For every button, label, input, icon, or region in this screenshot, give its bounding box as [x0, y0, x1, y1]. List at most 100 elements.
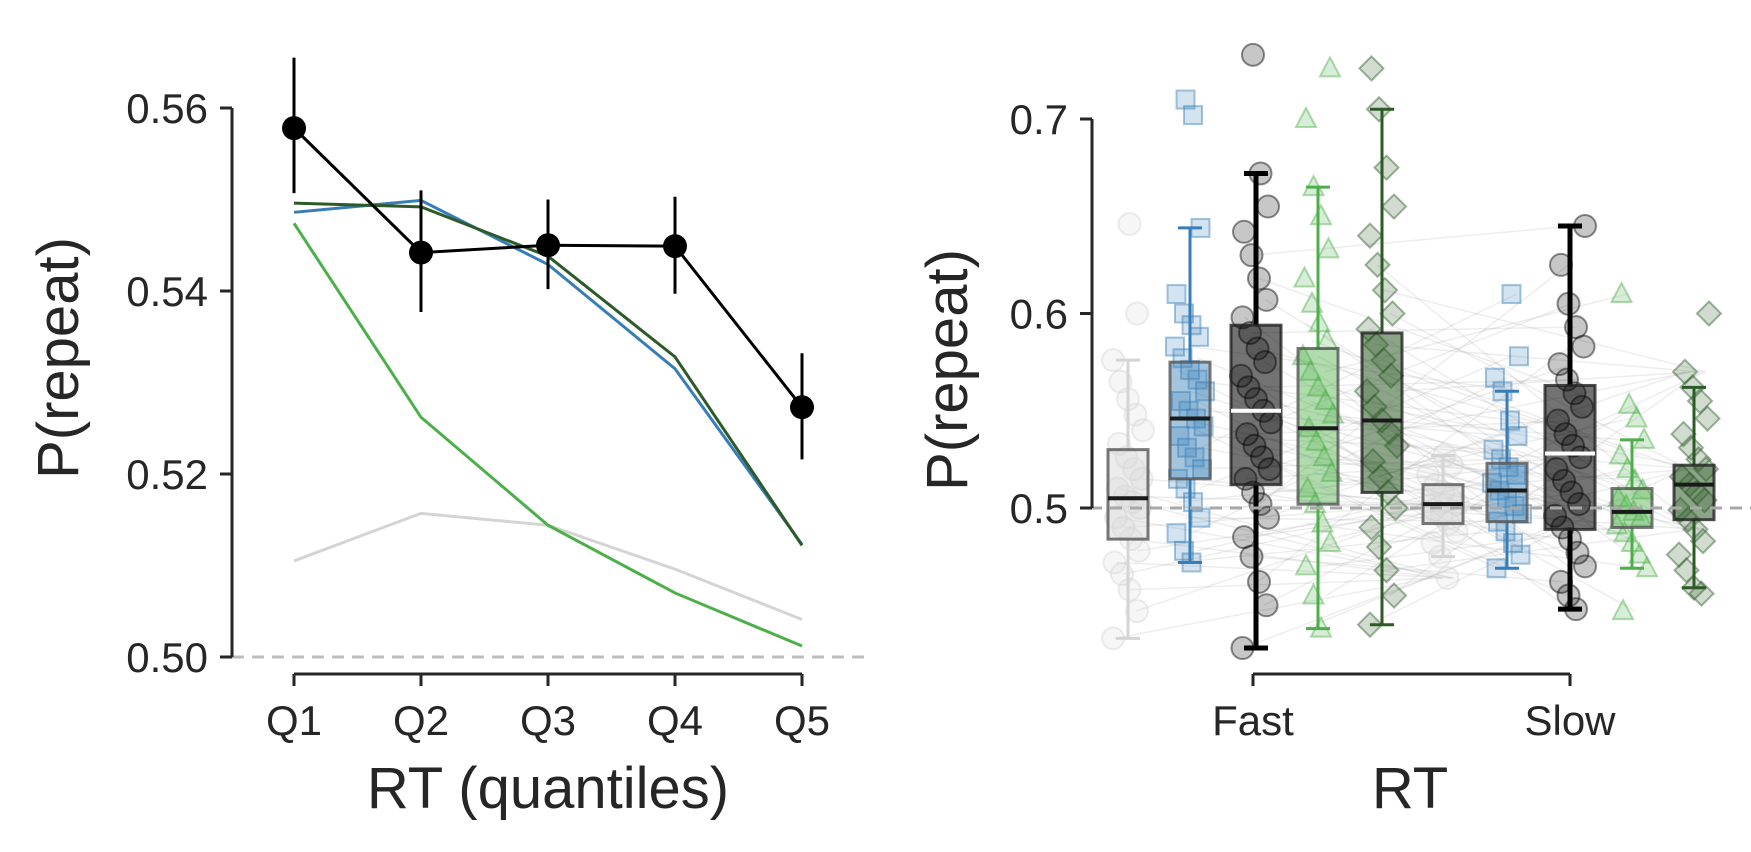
pairing-line	[1252, 225, 1574, 256]
pairing-line	[1263, 445, 1577, 606]
data-point-diamond	[1371, 276, 1399, 304]
data-point-diamond	[1380, 582, 1408, 609]
data-point-square	[1166, 284, 1187, 305]
right-y-axis: 0.5 0.6 0.7	[1010, 96, 1094, 532]
data-point-circle	[1435, 566, 1460, 591]
pairing-line	[1383, 289, 1706, 373]
pairing-line	[1119, 487, 1452, 579]
data-point-triangle	[1318, 55, 1342, 78]
left-y-tick-label: 0.52	[126, 451, 208, 498]
pairing-line	[1260, 456, 1568, 597]
data-point-square	[1504, 496, 1525, 517]
pairing-line	[1135, 503, 1450, 612]
data-point-triangle	[1306, 374, 1330, 397]
pairing-line	[1246, 456, 1580, 480]
left-x-axis-title: RT (quantiles)	[367, 756, 729, 821]
data-point-square	[1175, 89, 1196, 110]
right-x-axis-title: RT	[1372, 756, 1448, 821]
pairing-line	[1249, 378, 1577, 389]
pairing-line	[1129, 577, 1444, 591]
data-point-circle	[1122, 457, 1146, 482]
data-point-circle	[1117, 212, 1142, 237]
data-point-diamond	[1665, 541, 1693, 569]
data-point-square	[1166, 523, 1187, 544]
pairing-line	[1373, 406, 1703, 470]
pairing-line	[1386, 371, 1691, 433]
pairing-line	[1251, 326, 1575, 334]
data-point-triangle	[1318, 529, 1342, 553]
data-point-triangle	[1298, 358, 1323, 381]
data-point-square	[1165, 336, 1185, 357]
pairing-line	[1370, 371, 1706, 529]
data-point-triangle	[1304, 428, 1329, 451]
pairing-line	[1191, 377, 1508, 534]
left-series-line-0	[293, 511, 803, 621]
data-point-circle	[1254, 593, 1279, 618]
data-point-triangle	[1301, 582, 1326, 605]
left-x-tick-label: Q3	[520, 697, 576, 744]
data-point-circle	[1420, 531, 1445, 556]
data-point-circle	[1547, 352, 1572, 377]
pairing-line	[1178, 466, 1519, 503]
pairing-line	[1306, 522, 1644, 570]
data-point-triangle	[1612, 520, 1637, 543]
left-y-axis: 0.50 0.52 0.54 0.56	[126, 85, 234, 681]
pairing-line	[1115, 577, 1432, 640]
data-point-triangle	[1624, 405, 1649, 428]
pairing-line	[1131, 538, 1442, 579]
data-point-circle	[1416, 462, 1440, 487]
pairing-line	[1244, 491, 1582, 538]
right-box-chart: 0.5 0.6 0.7 Fast Slow RT P(repeat)	[915, 42, 1751, 821]
data-point-diamond	[1373, 154, 1400, 182]
pairing-line	[1118, 516, 1453, 579]
data-point-diamond	[1380, 193, 1408, 220]
data-point-square	[1177, 437, 1197, 458]
right-y-tick-label: 0.5	[1010, 485, 1068, 532]
pairing-line	[1116, 561, 1455, 579]
left-data-point	[282, 116, 306, 141]
pairing-line	[1123, 503, 1437, 575]
pairing-line	[1319, 524, 1633, 568]
data-point-circle	[1573, 554, 1597, 579]
data-point-square	[1485, 367, 1505, 388]
pairing-line	[1254, 445, 1561, 505]
right-boxes-layer	[1090, 107, 1751, 651]
pairing-line	[1247, 419, 1579, 435]
left-y-axis-title: P(repeat)	[26, 237, 91, 479]
data-point-square	[1187, 369, 1208, 390]
data-point-triangle	[1316, 236, 1341, 259]
data-point-circle	[1256, 194, 1280, 219]
data-point-triangle	[1617, 391, 1641, 414]
pairing-line	[1394, 371, 1696, 393]
pairing-line	[1388, 375, 1690, 531]
box	[1360, 331, 1404, 494]
pairing-line	[1265, 406, 1576, 519]
data-point-triangle	[1295, 475, 1320, 498]
pairing-line	[1368, 468, 1684, 626]
data-point-diamond	[1358, 514, 1385, 541]
data-point-square	[1501, 284, 1522, 305]
data-point-diamond	[1373, 556, 1400, 584]
left-line-chart: 0.50 0.52 0.54 0.56 Q1 Q2 Q3 Q4 Q5 RT (quantile…	[26, 57, 866, 821]
box	[1229, 323, 1283, 487]
data-point-triangle	[1608, 442, 1632, 465]
right-y-tick-label: 0.6	[1010, 291, 1068, 338]
data-point-triangle	[1294, 105, 1318, 128]
data-point-square	[1183, 105, 1203, 126]
left-data-point	[536, 233, 560, 258]
data-point-triangle	[1309, 203, 1333, 226]
data-point-square	[1184, 447, 1205, 468]
pairing-line	[1372, 460, 1704, 531]
data-point-square	[1500, 410, 1520, 431]
pairing-line	[1262, 410, 1566, 554]
left-x-tick-label: Q1	[266, 697, 322, 744]
data-point-diamond	[1695, 300, 1723, 327]
data-point-circle	[1123, 402, 1148, 427]
data-point-square	[1506, 464, 1526, 485]
right-x-tick-label: Fast	[1212, 697, 1294, 744]
left-y-tick-label: 0.50	[126, 634, 208, 681]
data-point-circle	[1125, 599, 1149, 624]
pairing-line	[1257, 345, 1571, 583]
data-point-diamond	[1365, 533, 1393, 561]
